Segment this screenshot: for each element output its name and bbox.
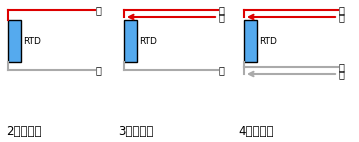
Text: 红: 红: [219, 5, 225, 15]
Text: 4线连连接: 4线连连接: [238, 125, 274, 138]
Text: RTD: RTD: [259, 36, 277, 45]
Text: 白: 白: [339, 62, 345, 72]
Text: 红: 红: [339, 12, 345, 22]
Text: 红: 红: [339, 5, 345, 15]
Text: 2线连连接: 2线连连接: [6, 125, 42, 138]
Text: 红: 红: [219, 12, 225, 22]
Text: 白: 白: [96, 65, 102, 75]
Text: 白: 白: [339, 69, 345, 79]
Text: 红: 红: [96, 5, 102, 15]
Text: RTD: RTD: [23, 36, 41, 45]
Bar: [8, 20, 21, 62]
Bar: [244, 20, 257, 62]
Bar: [124, 20, 137, 62]
Text: RTD: RTD: [139, 36, 157, 45]
Text: 白: 白: [219, 65, 225, 75]
Text: 3线连连接: 3线连连接: [118, 125, 153, 138]
